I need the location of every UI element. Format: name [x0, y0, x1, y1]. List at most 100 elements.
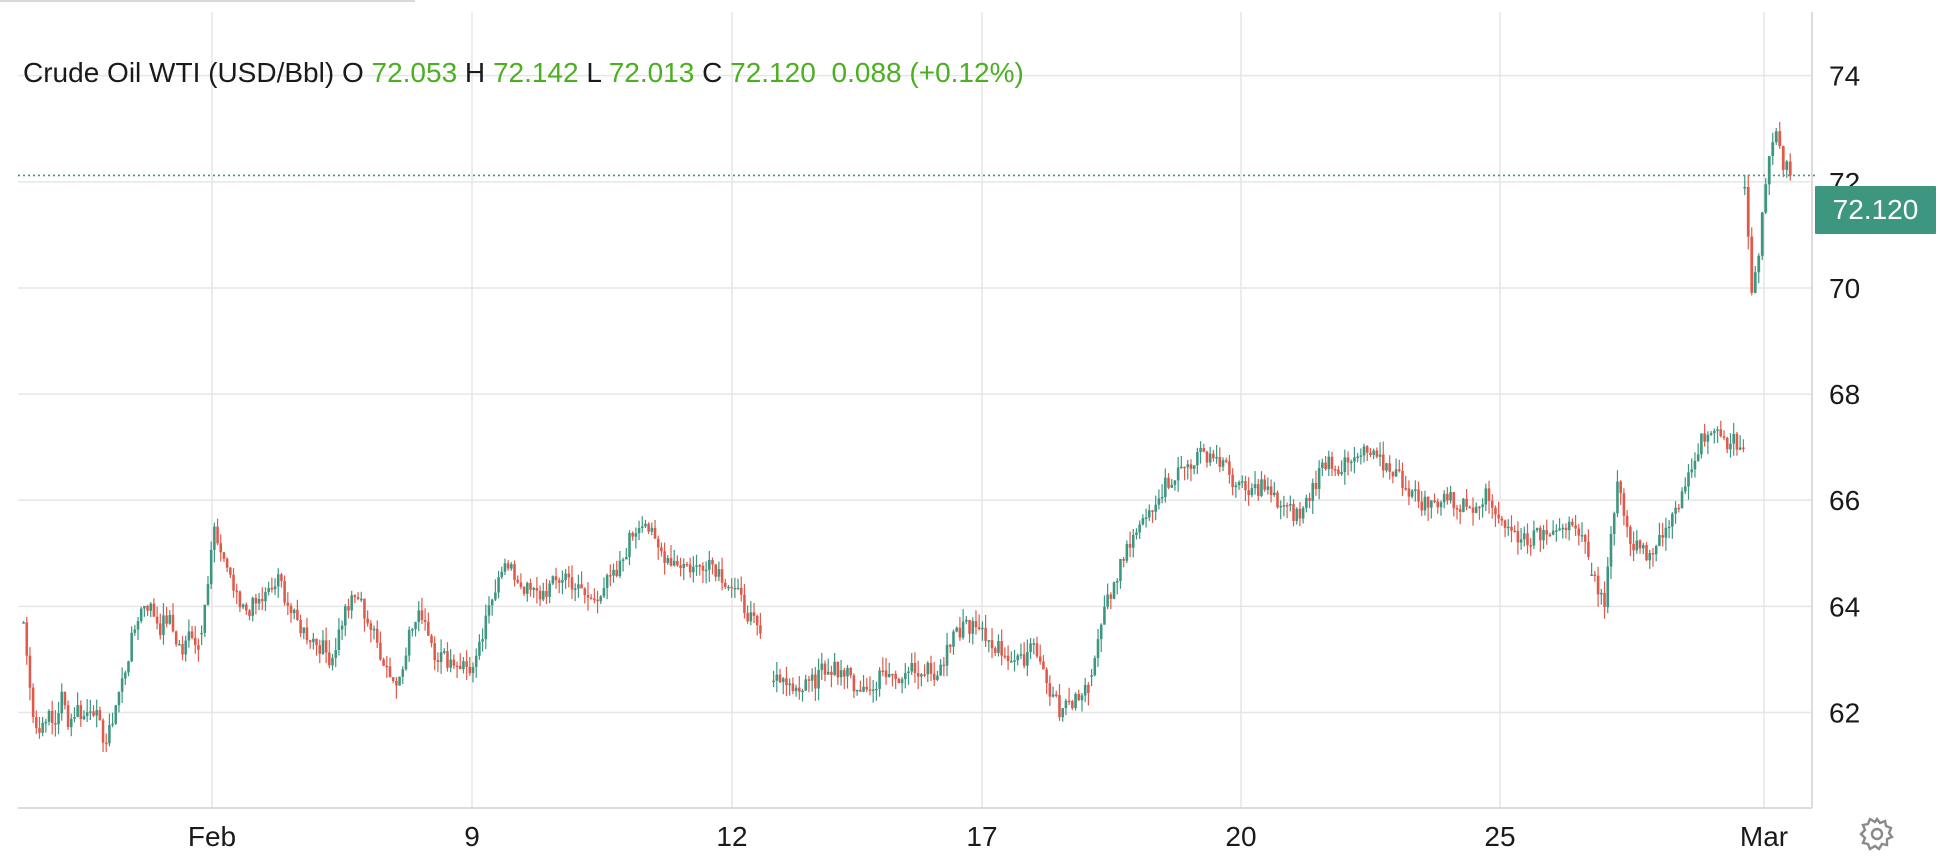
candle-body — [340, 625, 344, 630]
candle-body — [1742, 447, 1745, 450]
candle-body — [775, 674, 779, 681]
candle-body — [363, 598, 366, 619]
candle-body — [331, 657, 334, 666]
candle-body — [1414, 489, 1417, 491]
candle-body — [842, 670, 846, 677]
candle-body — [1577, 528, 1581, 536]
candle-body — [541, 591, 545, 600]
candle-body — [653, 527, 657, 539]
candle-body — [315, 638, 318, 646]
candle-body — [35, 717, 38, 729]
x-tick-label: 17 — [966, 821, 997, 852]
candle-body — [717, 569, 721, 577]
candle-body — [791, 683, 795, 692]
candle-body — [875, 688, 878, 691]
candle-body — [733, 587, 737, 590]
candle-body — [625, 556, 628, 560]
candle-body — [257, 599, 261, 604]
candle-body — [961, 621, 965, 638]
settings-button[interactable] — [1859, 816, 1895, 852]
candle-body — [666, 557, 670, 563]
x-tick-label: Feb — [188, 821, 236, 852]
candle-body — [143, 605, 146, 609]
candle-body — [1301, 507, 1305, 519]
candle-body — [1641, 545, 1645, 549]
candle-body — [618, 560, 622, 577]
candle-body — [1729, 443, 1732, 450]
candle-body — [698, 565, 702, 567]
candle-body — [98, 710, 102, 721]
candle-body — [1700, 433, 1703, 455]
candle-body — [120, 678, 124, 692]
candle-body — [124, 672, 127, 679]
candle-body — [1619, 481, 1622, 494]
candle-body — [1648, 553, 1652, 561]
candle-body — [605, 575, 609, 589]
candle-body — [1539, 527, 1542, 541]
candle-body — [1276, 492, 1279, 508]
candle-body — [439, 652, 443, 663]
candle-body — [1266, 486, 1270, 490]
candle-body — [334, 650, 337, 658]
candle-body — [926, 662, 930, 675]
candle-body — [865, 686, 869, 690]
x-tick-label: 20 — [1225, 821, 1256, 852]
candle-body — [1506, 526, 1510, 529]
candle-body — [612, 569, 615, 576]
candle-body — [955, 627, 958, 632]
candle-body — [1680, 491, 1684, 509]
candle-body — [471, 667, 475, 674]
open-value: 72.053 — [371, 57, 458, 88]
candle-body — [1667, 526, 1671, 529]
candle-body — [894, 674, 897, 679]
candle-body — [1753, 272, 1757, 293]
candle-body — [146, 605, 149, 611]
candle-body — [401, 669, 405, 677]
candle-body — [817, 669, 820, 689]
candle-body — [1228, 461, 1231, 475]
candle-body — [952, 631, 955, 647]
low-label: L — [586, 57, 601, 88]
candle-body — [1442, 493, 1446, 503]
candle-body — [682, 564, 686, 568]
candle-body — [1256, 484, 1260, 496]
candle-body — [513, 564, 516, 580]
candle-body — [907, 671, 910, 674]
candle-body — [276, 574, 280, 587]
candle-body — [1253, 484, 1257, 489]
candle-body — [1157, 498, 1161, 505]
candle-body — [356, 597, 360, 599]
y-tick-label: 66 — [1829, 485, 1860, 516]
candle-body — [1180, 466, 1183, 469]
candle-body — [449, 659, 452, 668]
candle-body — [634, 533, 638, 537]
candle-body — [580, 584, 583, 589]
candle-body — [1176, 467, 1180, 481]
high-label: H — [464, 57, 486, 88]
candle-body — [997, 641, 1000, 653]
candle-body — [820, 663, 824, 670]
candle-body — [660, 547, 663, 552]
candle-body — [814, 674, 817, 689]
candle-body — [522, 586, 526, 594]
candle-body — [656, 538, 660, 548]
candle-body — [433, 643, 436, 661]
candle-body — [353, 595, 357, 598]
candle-body — [267, 587, 270, 592]
candle-body — [621, 559, 625, 561]
candle-body — [1455, 508, 1459, 510]
candle-body — [1131, 534, 1135, 548]
candle-body — [755, 615, 759, 626]
candle-body — [200, 632, 203, 635]
candle-body — [414, 622, 417, 630]
candle-body — [1263, 479, 1266, 490]
candle-body — [516, 579, 519, 583]
candle-body — [181, 644, 184, 655]
candle-body — [1590, 574, 1593, 577]
candle-body — [1032, 643, 1036, 645]
candle-body — [213, 526, 216, 550]
candle-body — [1671, 513, 1674, 527]
candle-body — [44, 721, 48, 724]
candle-body — [359, 598, 363, 601]
